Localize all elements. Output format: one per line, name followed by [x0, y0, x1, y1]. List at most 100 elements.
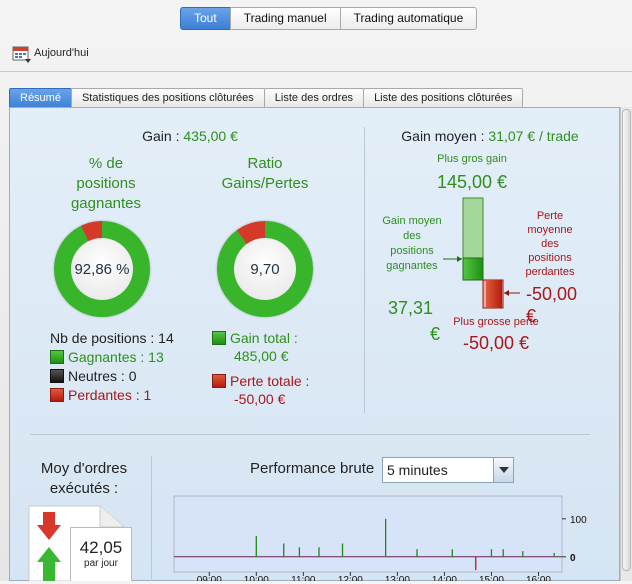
- losing-legend-icon: [50, 388, 64, 402]
- avg-winning-value: 37,31 €: [388, 295, 440, 347]
- gain-value: 435,00 €: [183, 128, 238, 144]
- average-gain-label: Gain moyen :: [401, 128, 485, 144]
- divider: [0, 71, 632, 72]
- winning-pct-title-line: positions: [76, 175, 136, 192]
- biggest-loss-label: Plus grosse perte: [453, 316, 539, 328]
- gain-label: Gain :: [142, 128, 180, 144]
- winning-legend-icon: [50, 350, 64, 364]
- date-selector[interactable]: Aujourd'hui: [12, 44, 89, 63]
- orders-per-day-box: 42,05 par jour: [70, 527, 132, 581]
- gain-total-label: Gain total :: [230, 330, 298, 346]
- avg-losing-label-line: des: [541, 238, 559, 250]
- avg-loss-arrow-icon: [504, 290, 509, 296]
- avg-winning-value-number: 37,31: [388, 298, 434, 318]
- calendar-icon: [12, 44, 31, 63]
- x-tick-label: 12:00: [338, 575, 363, 581]
- section-divider: [30, 434, 590, 435]
- avg-losing-value: -50,00 €: [526, 283, 577, 327]
- winning-count-row: Gagnantes : 13: [50, 348, 174, 367]
- gain-total-icon: [212, 331, 226, 345]
- total-gain: Gain total : 485,00 €: [212, 329, 298, 365]
- gain-loss-range-graphic: [443, 197, 520, 309]
- loss-total-icon: [212, 374, 226, 388]
- gain-range-box: [462, 197, 484, 259]
- y-tick-label: 0: [570, 553, 576, 564]
- avg-losing-label: Perte moyenne des positions perdantes: [520, 209, 580, 279]
- position-counts: Nb de positions : 14 Gagnantes : 13 Neut…: [50, 329, 174, 405]
- x-tick-label: 13:00: [385, 575, 410, 581]
- average-gain: Gain moyen : 31,07 € / trade: [370, 128, 610, 144]
- y-tick-label: 100: [570, 515, 587, 526]
- avg-orders-title: Moy d'ordres exécutés :: [24, 459, 144, 499]
- winning-count: Gagnantes : 13: [68, 349, 164, 365]
- biggest-gain-value: 145,00 €: [436, 172, 508, 192]
- date-selector-label: Aujourd'hui: [34, 47, 89, 59]
- section-divider: [151, 456, 152, 581]
- orders-per-day-unit: par jour: [84, 558, 118, 569]
- avg-losing-value-number: -50,00: [526, 284, 578, 304]
- buy-arrow-icon: [37, 547, 61, 581]
- winning-pct-title-line: % de: [88, 155, 124, 172]
- gain-summary: Gain : 435,00 €: [100, 128, 280, 144]
- tab-automatic-trading[interactable]: Trading automatique: [339, 7, 478, 30]
- losing-count-row: Perdantes : 1: [50, 386, 174, 405]
- avg-orders-title-line: Moy d'ordres: [40, 460, 128, 477]
- winning-pct-value: 92,86 %: [71, 238, 133, 300]
- avg-losing-value-unit: €: [526, 306, 537, 326]
- ratio-title-line: Ratio: [247, 155, 283, 172]
- tab-closed-positions-stats[interactable]: Statistiques des positions clôturées: [70, 88, 265, 108]
- avg-gain-arrow-icon: [457, 256, 462, 262]
- neutral-legend-icon: [50, 369, 64, 383]
- avg-losing-label-line: positions: [528, 252, 572, 264]
- winning-pct-title: % de positions gagnantes: [46, 154, 166, 214]
- winning-pct-donut: 92,86 %: [54, 221, 150, 317]
- x-tick-label: 09:00: [197, 575, 222, 581]
- avg-loss-box: [486, 280, 502, 308]
- orders-per-day-value: 42,05: [79, 538, 123, 557]
- avg-losing-label-line: moyenne: [527, 224, 573, 236]
- total-loss: Perte totale : -50,00 €: [212, 372, 309, 408]
- chevron-down-icon[interactable]: [493, 458, 513, 482]
- loss-total-value: -50,00 €: [234, 391, 286, 407]
- vertical-scrollbar[interactable]: [620, 107, 632, 581]
- avg-gain-box: [462, 257, 484, 281]
- biggest-loss-value: -50,00 €: [462, 333, 530, 353]
- tab-orders-list[interactable]: Liste des ordres: [263, 88, 365, 108]
- tab-manual-trading[interactable]: Trading manuel: [229, 7, 341, 30]
- biggest-gain-label: Plus gros gain: [437, 153, 507, 165]
- ratio-donut: 9,70: [217, 221, 313, 317]
- report-tabs: Résumé Statistiques des positions clôtur…: [9, 88, 524, 108]
- account-filter-segmented-control: Tout Trading manuel Trading automatique: [180, 7, 478, 30]
- loss-total-label: Perte totale :: [230, 373, 310, 389]
- x-tick-label: 11:00: [291, 575, 316, 581]
- x-tick-label: 14:00: [432, 575, 457, 581]
- average-gain-value: 31,07 € / trade: [488, 128, 579, 144]
- avg-winning-label: Gain moyen des positions gagnantes: [372, 214, 452, 274]
- losing-count: Perdantes : 1: [68, 387, 152, 403]
- x-tick-label: 15:00: [479, 575, 504, 581]
- performance-chart-svg: 100 0 09:00 10:00 11:00 12:00 13:00 14:00 15:00 1…: [173, 495, 587, 584]
- avg-winning-label-line: gagnantes: [386, 260, 438, 272]
- winning-pct-title-line: gagnantes: [70, 195, 142, 212]
- chart-plot-area: [173, 495, 563, 573]
- tab-summary[interactable]: Résumé: [9, 88, 72, 108]
- section-divider: [364, 127, 365, 413]
- tab-closed-positions-list[interactable]: Liste des positions clôturées: [363, 88, 524, 108]
- x-tick-label: 16:00: [526, 575, 551, 581]
- performance-label: Performance brute: [250, 460, 375, 477]
- gain-total-value: 485,00 €: [234, 348, 289, 364]
- neutral-count: Neutres : 0: [68, 368, 137, 384]
- scrollbar-thumb[interactable]: [622, 109, 631, 571]
- interval-select[interactable]: 5 minutes: [382, 457, 514, 483]
- sell-arrow-icon: [37, 512, 61, 540]
- positions-count: Nb de positions : 14: [50, 330, 174, 346]
- avg-losing-label-line: Perte: [536, 210, 564, 222]
- tab-all[interactable]: Tout: [180, 7, 231, 30]
- avg-winning-label-line: Gain moyen: [382, 215, 442, 227]
- ratio-title: Ratio Gains/Pertes: [205, 154, 325, 194]
- avg-winning-label-line: positions: [390, 245, 434, 257]
- avg-losing-label-line: perdantes: [525, 266, 575, 278]
- avg-orders-title-line: exécutés :: [49, 480, 119, 497]
- neutral-count-row: Neutres : 0: [50, 367, 174, 386]
- x-tick-label: 10:00: [244, 575, 269, 581]
